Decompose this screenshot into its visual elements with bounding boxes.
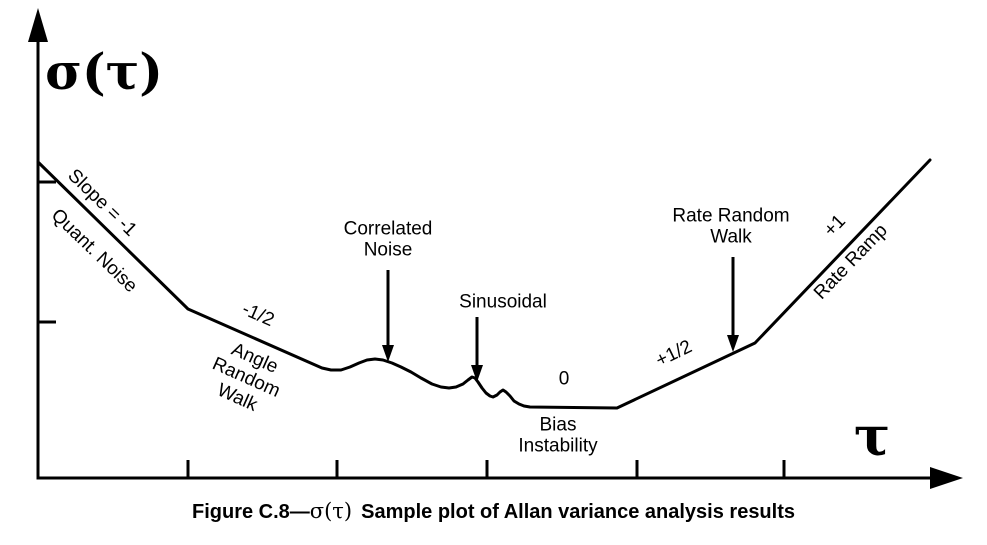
annotation-arrowhead [471, 365, 483, 382]
x-axis-label: τ [853, 404, 891, 468]
annotation-arrowhead [727, 335, 739, 352]
label-correlated-noise: Correlated Noise [343, 218, 433, 261]
allan-variance-curve [36, 158, 932, 410]
label-bias-instability: Bias Instability [518, 414, 598, 457]
x-axis-arrowhead [930, 467, 963, 489]
label-slope-zero: 0 [558, 368, 570, 390]
y-axis-label: σ(τ) [45, 42, 163, 101]
figure-caption: Figure C.8—σ(τ) Sample plot of Allan vari… [0, 499, 987, 524]
figure-caption-prefix: Figure C.8— [191, 501, 310, 523]
figure-caption-math: σ(τ) [309, 499, 353, 523]
y-axis-arrowhead [28, 8, 48, 42]
annotation-arrowhead [382, 345, 394, 362]
label-sinusoidal: Sinusoidal [459, 291, 547, 313]
label-rate-random-walk: Rate Random Walk [672, 205, 790, 248]
figure-caption-text: Sample plot of Allan variance analysis r… [361, 501, 795, 523]
